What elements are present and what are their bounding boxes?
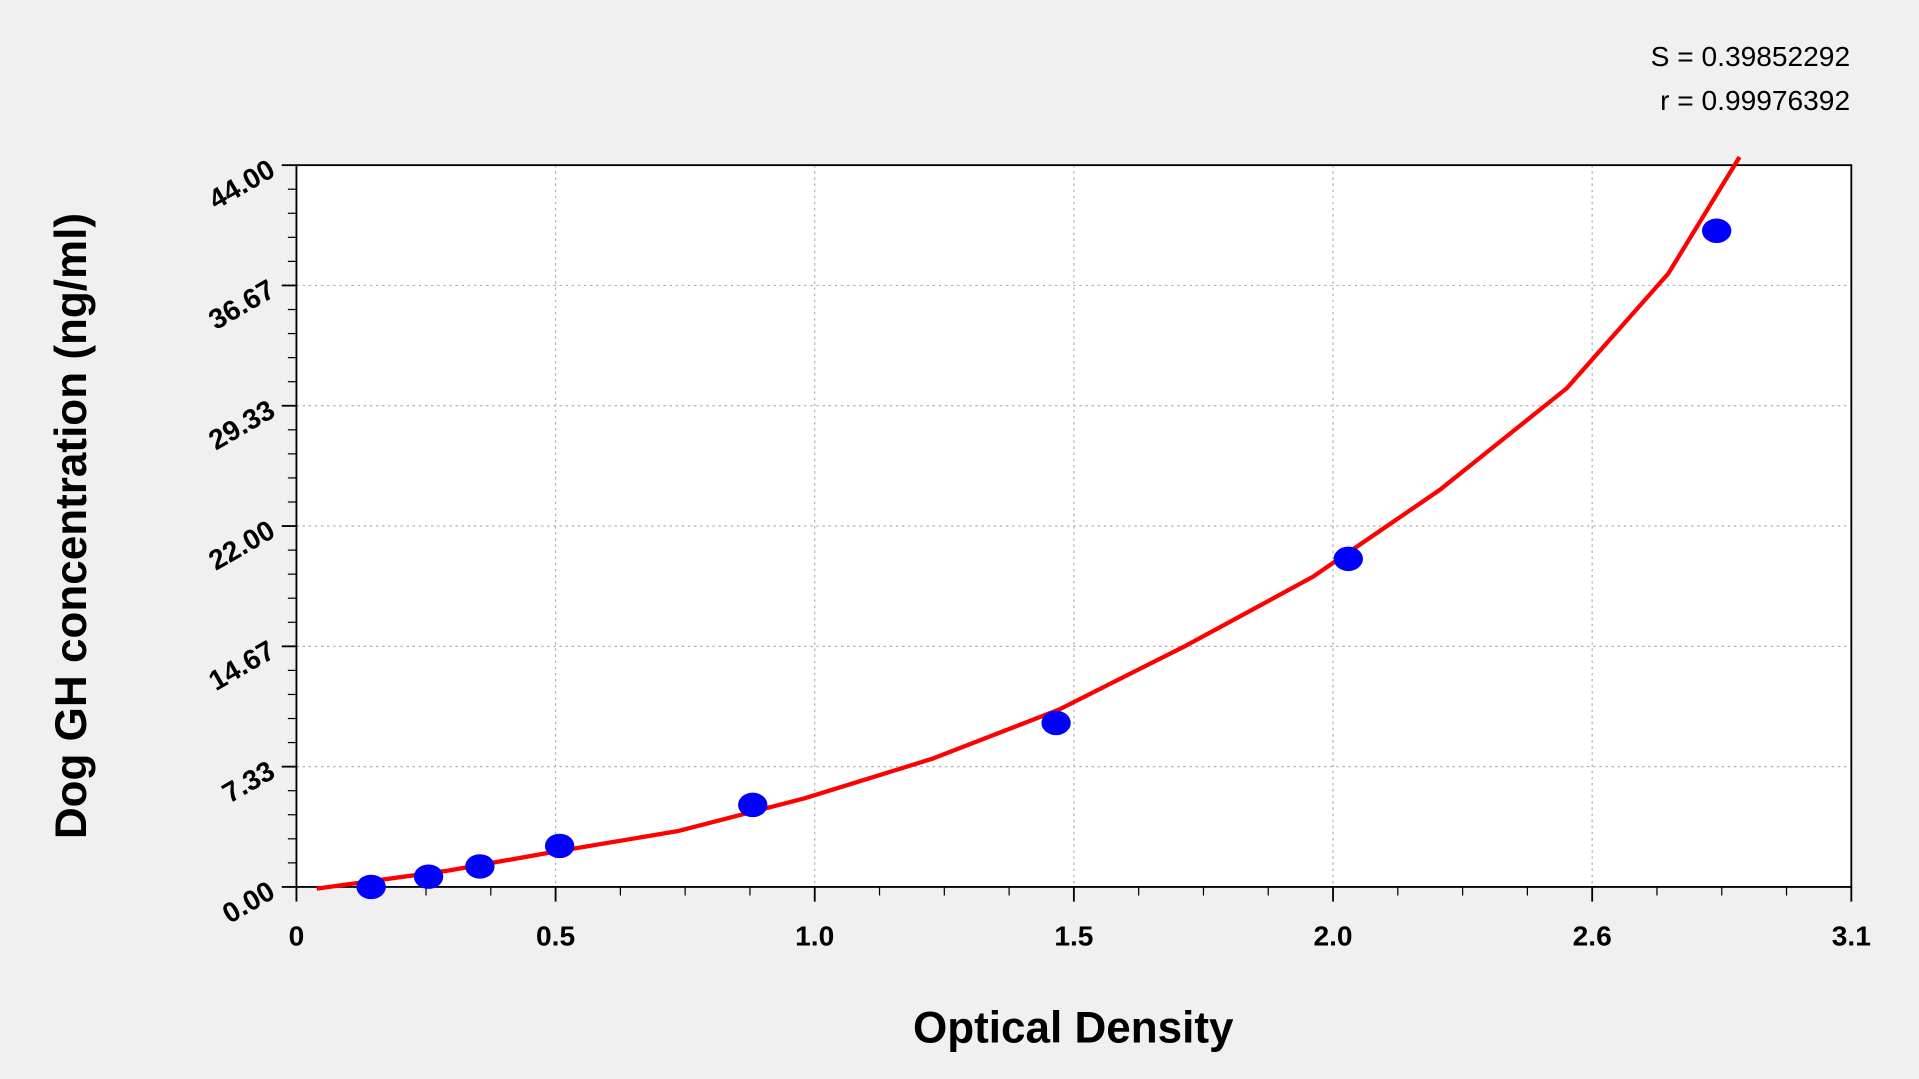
x-tick-label: 1.0 xyxy=(795,921,834,952)
y-tick-label: 29.33 xyxy=(203,394,279,456)
y-tick-label: 22.00 xyxy=(203,514,279,576)
data-point xyxy=(544,833,575,859)
x-axis-label: Optical Density xyxy=(913,1003,1234,1052)
y-tick-label: 36.67 xyxy=(203,274,279,336)
x-tick-label: 0.5 xyxy=(536,921,575,952)
x-tick-label: 3.1 xyxy=(1832,921,1871,952)
data-point xyxy=(465,854,495,879)
x-tick-label: 2.0 xyxy=(1313,921,1352,952)
data-point xyxy=(738,792,768,818)
y-tick-label: 44.00 xyxy=(203,153,279,215)
data-point xyxy=(413,864,444,889)
y-axis-label: Dog GH concentration (ng/ml) xyxy=(47,213,96,839)
x-tick-label: 2.6 xyxy=(1573,921,1612,952)
data-point xyxy=(356,874,386,900)
data-point xyxy=(1333,546,1363,572)
data-point xyxy=(1041,710,1071,736)
annotation: r = 0.99976392 xyxy=(1660,85,1850,116)
y-tick-label: 0.00 xyxy=(217,875,280,929)
data-point xyxy=(1701,218,1732,244)
annotation: S = 0.39852292 xyxy=(1651,41,1850,72)
x-tick-label: 0 xyxy=(289,921,305,952)
y-tick-label: 7.33 xyxy=(217,755,280,809)
x-tick-label: 1.5 xyxy=(1054,921,1093,952)
y-tick-label: 14.67 xyxy=(203,634,279,696)
